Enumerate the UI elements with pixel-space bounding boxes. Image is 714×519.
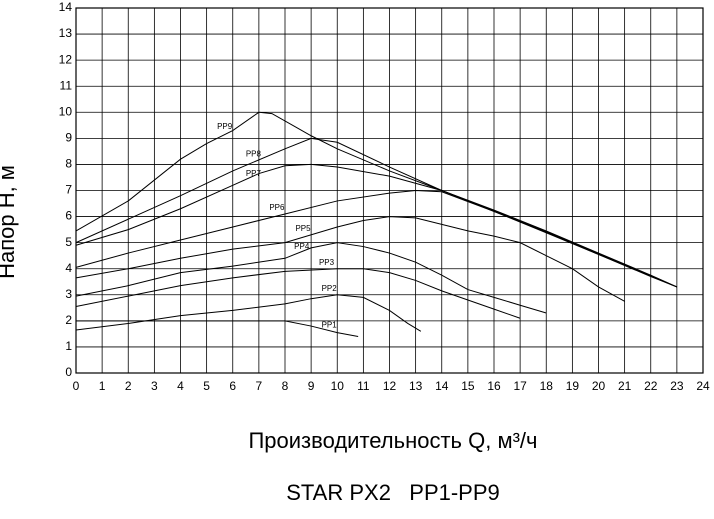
curve-label: PP8 — [246, 150, 262, 159]
x-tick-label: 24 — [696, 379, 710, 393]
x-tick-label: 15 — [461, 379, 475, 393]
x-tick-label: 23 — [670, 379, 684, 393]
y-tick-label: 1 — [65, 339, 72, 353]
curve-label: PP2 — [322, 284, 338, 293]
x-tick-label: 1 — [99, 379, 106, 393]
x-tick-label: 14 — [435, 379, 449, 393]
x-tick-label: 6 — [229, 379, 236, 393]
x-tick-label: 18 — [540, 379, 554, 393]
pump-curve — [75, 189, 678, 288]
x-tick-label: 3 — [151, 379, 158, 393]
pump-curve — [75, 216, 625, 302]
x-tick-label: 2 — [125, 379, 132, 393]
y-tick-label: 9 — [65, 131, 72, 145]
x-tick-label: 16 — [487, 379, 501, 393]
y-tick-label: 13 — [59, 26, 73, 40]
y-tick-label: 12 — [59, 52, 73, 66]
x-tick-label: 19 — [566, 379, 580, 393]
pump-curve — [76, 320, 359, 337]
y-axis-label: Напор Н, м — [0, 165, 19, 279]
curve-label: PP9 — [217, 122, 233, 131]
y-tick-label: 11 — [60, 78, 73, 92]
y-tick-label: 2 — [65, 313, 72, 327]
curve-label: PP6 — [269, 203, 285, 212]
y-tick-label: 6 — [65, 209, 72, 223]
x-tick-label: 8 — [282, 379, 289, 393]
x-tick-label: 17 — [513, 379, 527, 393]
plot-frame — [75, 7, 704, 374]
x-tick-label: 7 — [256, 379, 263, 393]
y-tick-label: 3 — [65, 287, 72, 301]
pump-curve — [75, 137, 678, 288]
x-tick-label: 22 — [644, 379, 658, 393]
x-tick-label: 9 — [308, 379, 315, 393]
x-tick-label: 21 — [618, 379, 632, 393]
pump-curve — [75, 111, 678, 288]
pump-curve — [75, 163, 678, 288]
x-tick-label: 0 — [73, 379, 80, 393]
y-tick-label: 5 — [65, 235, 72, 249]
curve-label: PP4 — [294, 242, 310, 251]
pump-curve — [75, 294, 422, 332]
x-tick-label: 11 — [357, 379, 370, 393]
x-axis-label: Производительность Q, м³/ч — [248, 428, 537, 453]
y-tick-label: 7 — [65, 183, 72, 197]
y-tick-label: 10 — [59, 104, 73, 118]
pump-curve — [75, 268, 521, 319]
y-tick-label: 14 — [59, 0, 73, 14]
y-tick-label: 4 — [65, 261, 72, 275]
curve-label: PP5 — [295, 224, 311, 233]
y-tick-label: 8 — [65, 157, 72, 171]
x-tick-label: 5 — [203, 379, 210, 393]
x-tick-label: 13 — [409, 379, 423, 393]
y-tick-label: 0 — [65, 365, 72, 379]
pump-curve — [75, 242, 547, 314]
x-tick-label: 12 — [383, 379, 397, 393]
chart-title: STAR PX2 PP1-PP9 — [286, 480, 500, 505]
x-tick-label: 4 — [177, 379, 184, 393]
curve-label: PP7 — [246, 169, 262, 178]
curve-label: PP3 — [319, 258, 335, 267]
x-tick-label: 10 — [331, 379, 345, 393]
curve-label: PP1 — [322, 320, 338, 329]
x-tick-label: 20 — [592, 379, 606, 393]
